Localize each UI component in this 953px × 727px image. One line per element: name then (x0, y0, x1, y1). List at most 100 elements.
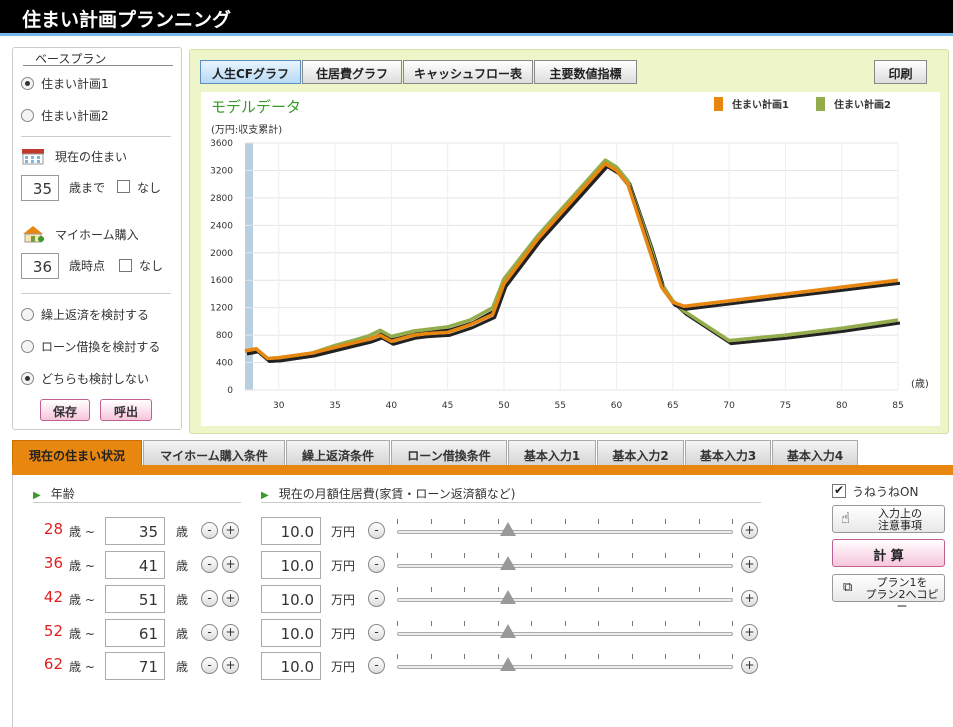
age-plus-button[interactable]: + (222, 522, 239, 539)
save-button[interactable]: 保存 (40, 399, 90, 421)
age-from: 62 (43, 655, 63, 673)
series-line-plan1 (244, 161, 899, 361)
app-title: 住まい計画プランニング (0, 0, 953, 36)
amount-input[interactable]: 10.0 (261, 551, 321, 579)
option-prepay-radio[interactable] (21, 307, 34, 321)
current-home-age-input[interactable]: 35 (21, 175, 59, 201)
age-minus-button[interactable]: - (201, 556, 218, 573)
age-minus-button[interactable]: - (201, 590, 218, 607)
copy-plan-button[interactable]: ⧉ プラン1を プラン2へコピー (832, 574, 945, 613)
age-to-input[interactable]: 61 (105, 619, 165, 647)
amount-minus-button[interactable]: - (368, 556, 385, 573)
plan-1-radio[interactable] (21, 76, 34, 90)
slider-thumb[interactable] (499, 590, 516, 604)
tab-refinance[interactable]: ローン借換条件 (391, 440, 507, 466)
man-yen-unit: 万円 (331, 627, 356, 641)
slider-tick (732, 553, 733, 558)
plan-2-radio[interactable] (21, 108, 34, 122)
slider-tick (598, 587, 599, 592)
amount-slider[interactable] (397, 553, 733, 575)
tab-housing-cost-graph[interactable]: 住居費グラフ (302, 60, 402, 84)
slider-tick (531, 654, 532, 659)
slider-tick (732, 519, 733, 524)
myhome-label: マイホーム購入 (55, 227, 139, 242)
amount-plus-button[interactable]: + (741, 590, 758, 607)
myhome-none-checkbox[interactable] (119, 259, 132, 272)
age-plus-button[interactable]: + (222, 590, 239, 607)
option-neither-row[interactable]: どちらも検討しない (21, 370, 149, 386)
slider-thumb[interactable] (499, 624, 516, 638)
option-neither-radio[interactable] (21, 371, 34, 385)
slider-tick (397, 519, 398, 524)
calculate-button[interactable]: 計 算 (832, 539, 945, 567)
age-tilde: 歳 ~ (69, 627, 95, 641)
age-plus-button[interactable]: + (222, 657, 239, 674)
uneune-checkbox[interactable]: ✔ (832, 483, 846, 498)
y-tick-label: 1200 (210, 304, 233, 314)
x-tick-label: 75 (780, 401, 791, 411)
tab-key-metrics[interactable]: 主要数値指標 (534, 60, 637, 84)
plan-2-radio-row[interactable]: 住まい計画2 (21, 107, 109, 123)
amount-slider[interactable] (397, 621, 733, 643)
tab-myhome-purchase[interactable]: マイホーム購入条件 (143, 440, 285, 466)
age-plus-button[interactable]: + (222, 556, 239, 573)
amount-plus-button[interactable]: + (741, 624, 758, 641)
age-to-input[interactable]: 41 (105, 551, 165, 579)
tab-life-cf-graph[interactable]: 人生CFグラフ (200, 60, 301, 84)
option-prepay-row[interactable]: 繰上返済を検討する (21, 306, 149, 322)
notes-button[interactable]: ☝ 入力上の 注意事項 (832, 505, 945, 533)
plan-1-radio-row[interactable]: 住まい計画1 (21, 75, 109, 91)
myhome-age-input[interactable]: 36 (21, 253, 59, 279)
tab-basic-input-4[interactable]: 基本入力4 (772, 440, 858, 466)
triangle-icon: ▶ (33, 490, 41, 501)
slider-track (397, 564, 733, 568)
slider-tick (698, 587, 700, 592)
slider-tick (564, 519, 566, 524)
current-home-none-checkbox[interactable] (117, 180, 130, 193)
amount-slider[interactable] (397, 519, 733, 541)
tab-prepay[interactable]: 繰上返済条件 (286, 440, 390, 466)
myhome-unit: 歳時点 (69, 259, 106, 273)
option-refinance-row[interactable]: ローン借換を検討する (21, 338, 160, 354)
amount-slider[interactable] (397, 587, 733, 609)
amount-plus-button[interactable]: + (741, 657, 758, 674)
amount-plus-button[interactable]: + (741, 556, 758, 573)
amount-minus-button[interactable]: - (368, 590, 385, 607)
base-plan-title: ベースプラン (23, 50, 173, 66)
amount-minus-button[interactable]: - (368, 657, 385, 674)
amount-input[interactable]: 10.0 (261, 585, 321, 613)
age-to-input[interactable]: 71 (105, 652, 165, 680)
slider-thumb[interactable] (499, 657, 516, 671)
amount-slider[interactable] (397, 654, 733, 676)
age-minus-button[interactable]: - (201, 522, 218, 539)
slider-thumb[interactable] (499, 522, 516, 536)
tab-current-home-status[interactable]: 現在の住まい状況 (12, 440, 142, 466)
age-plus-button[interactable]: + (222, 624, 239, 641)
age-header: ▶ 年齢 (33, 485, 241, 503)
series-line-plan2 (244, 158, 899, 361)
amount-plus-button[interactable]: + (741, 522, 758, 539)
tab-cashflow-table[interactable]: キャッシュフロー表 (403, 60, 533, 84)
age-minus-button[interactable]: - (201, 657, 218, 674)
slider-tick (564, 587, 566, 592)
tab-basic-input-2[interactable]: 基本入力2 (597, 440, 684, 466)
amount-minus-button[interactable]: - (368, 624, 385, 641)
age-minus-button[interactable]: - (201, 624, 218, 641)
print-button[interactable]: 印刷 (874, 60, 927, 84)
x-tick-label: 30 (273, 401, 285, 411)
amount-input[interactable]: 10.0 (261, 517, 321, 545)
option-refinance-radio[interactable] (21, 339, 34, 353)
slider-thumb[interactable] (499, 556, 516, 570)
age-to-input[interactable]: 51 (105, 585, 165, 613)
slider-tick (464, 587, 465, 592)
tab-basic-input-1[interactable]: 基本入力1 (508, 440, 596, 466)
age-to-input[interactable]: 35 (105, 517, 165, 545)
age-tilde: 歳 ~ (69, 593, 95, 607)
amount-input[interactable]: 10.0 (261, 652, 321, 680)
life-cf-chart: モデルデータ (万円:収支累計) 住まい計画1 住まい計画2 3600 3200 2… (210, 97, 929, 411)
amount-input[interactable]: 10.0 (261, 619, 321, 647)
amount-minus-button[interactable]: - (368, 522, 385, 539)
load-button[interactable]: 呼出 (100, 399, 152, 421)
tab-basic-input-3[interactable]: 基本入力3 (685, 440, 771, 466)
slider-tick (497, 654, 499, 659)
